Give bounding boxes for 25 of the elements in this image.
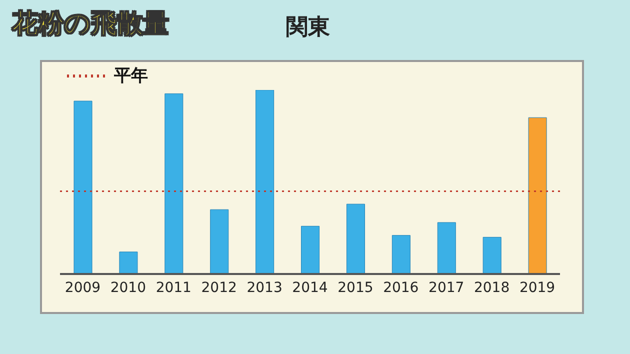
x-tick-label: 2014 [292, 280, 328, 296]
bar [210, 209, 229, 274]
bar [164, 93, 184, 274]
bar [528, 117, 547, 274]
x-tick-label: 2011 [156, 280, 192, 296]
x-tick-label: 2016 [383, 280, 419, 296]
x-tick-label: 2013 [246, 280, 282, 296]
x-tick-label: 2009 [64, 280, 101, 296]
x-tick-label: 2019 [519, 280, 556, 296]
bar [482, 236, 502, 274]
x-tick-label: 2018 [474, 280, 510, 296]
bar [346, 204, 365, 274]
bar [74, 100, 92, 274]
legend-label: 平年 [114, 65, 148, 87]
x-tick-label: 2017 [428, 280, 464, 296]
chart-title: 花粉の飛散量 [12, 8, 169, 41]
bar [301, 226, 320, 274]
bar [256, 90, 274, 274]
bar [119, 252, 138, 274]
chart-subtitle: 関東 [286, 14, 330, 42]
x-tick-label: 2015 [338, 280, 374, 296]
bar [392, 235, 410, 274]
x-tick-label: 2010 [110, 280, 146, 296]
x-tick-label: 2012 [201, 280, 237, 296]
bar [437, 222, 456, 274]
